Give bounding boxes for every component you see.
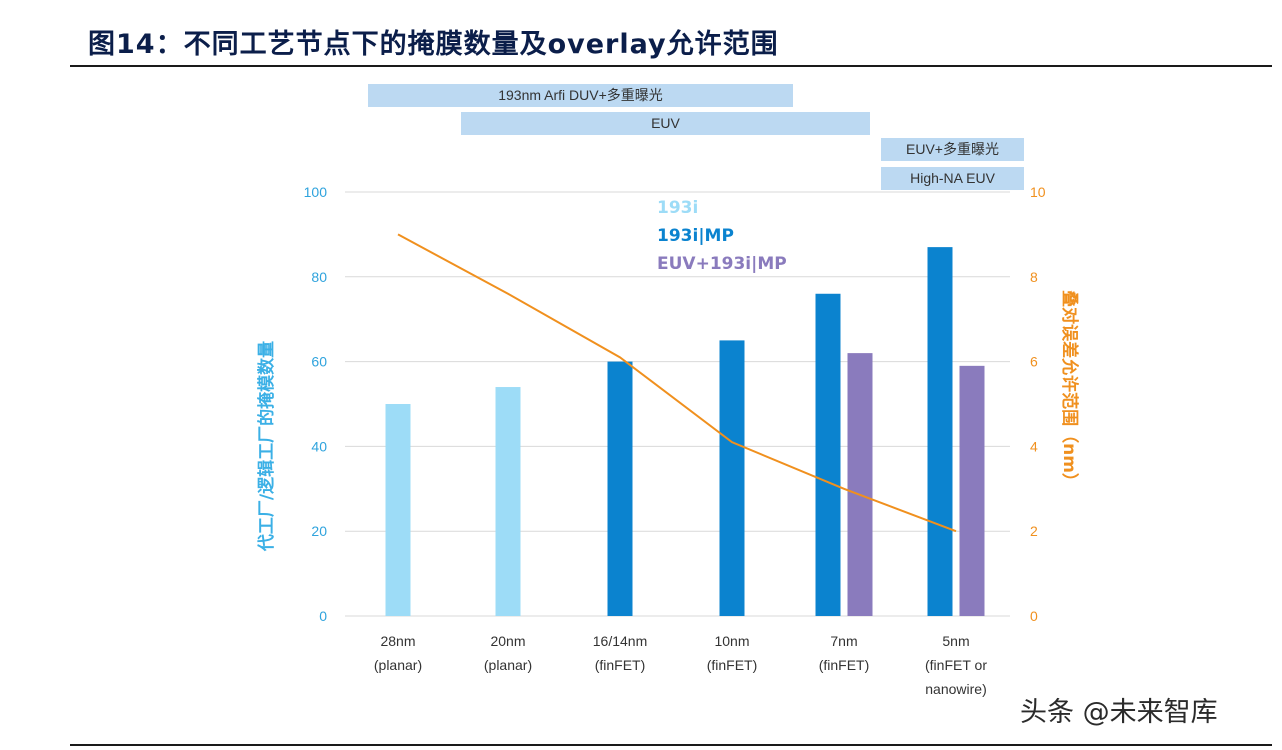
band-euv: EUV (461, 112, 870, 135)
bar (847, 353, 873, 616)
right-tick-label: 2 (1030, 523, 1038, 539)
category-label: 7nm (830, 633, 857, 649)
left-tick-label: 80 (311, 269, 327, 285)
top-rule (70, 65, 1272, 67)
left-tick-label: 100 (304, 184, 328, 200)
category-label: 16/14nm (593, 633, 647, 649)
watermark: 头条 @未来智库 (1020, 697, 1218, 728)
category-label: 20nm (490, 633, 525, 649)
bar (927, 247, 953, 616)
category-label: (finFET) (819, 657, 870, 673)
right-tick-label: 0 (1030, 608, 1038, 624)
category-labels: 28nm (planar) 20nm (planar) 16/14nm (finFET) 1… (374, 633, 987, 697)
bar (495, 387, 521, 616)
band-duv-multipatterning: 193nm Arfi DUV+多重曝光 (368, 84, 793, 107)
category-label: 10nm (714, 633, 749, 649)
category-label: nanowire) (925, 681, 986, 697)
right-tick-label: 4 (1030, 438, 1038, 454)
legend-entry: 193i|MP (657, 226, 734, 246)
category-label: (planar) (374, 657, 422, 673)
right-tick-label: 6 (1030, 354, 1038, 370)
bars (385, 247, 985, 616)
left-tick-label: 0 (319, 608, 327, 624)
bar (815, 293, 841, 616)
right-tick-label: 10 (1030, 184, 1046, 200)
left-axis-ticks: 0 20 40 60 80 100 (304, 184, 328, 624)
left-axis-label: 代工厂/逻辑工厂的掩模数量 (256, 341, 277, 552)
right-axis-label: 叠对误差允许范围（nm） (1059, 290, 1080, 490)
bar (719, 340, 745, 616)
right-tick-label: 8 (1030, 269, 1038, 285)
band-high-na-euv: High-NA EUV (881, 167, 1024, 190)
bar (385, 404, 411, 616)
legend: 193i 193i|MP EUV+193i|MP (657, 198, 787, 274)
category-label: (finFET) (707, 657, 758, 673)
left-tick-label: 60 (311, 354, 327, 370)
category-label: 28nm (380, 633, 415, 649)
legend-entry: 193i (657, 198, 698, 218)
figure-title: 图14：不同工艺节点下的掩膜数量及overlay允许范围 (88, 29, 779, 60)
overlay-line-path (397, 233, 957, 533)
left-tick-label: 20 (311, 523, 327, 539)
category-label: (finFET) (595, 657, 646, 673)
left-tick-label: 40 (311, 438, 327, 454)
bottom-rule (70, 744, 1272, 746)
band-euv-multipatterning: EUV+多重曝光 (881, 138, 1024, 161)
legend-entry: EUV+193i|MP (657, 254, 787, 274)
category-label: 5nm (942, 633, 969, 649)
overlay-line (397, 233, 957, 533)
bar (959, 365, 985, 616)
gridlines (345, 191, 1010, 617)
right-axis-ticks: 0 2 4 6 8 10 (1030, 184, 1046, 624)
category-label: (finFET or (925, 657, 987, 673)
category-label: (planar) (484, 657, 532, 673)
bar (607, 361, 633, 616)
